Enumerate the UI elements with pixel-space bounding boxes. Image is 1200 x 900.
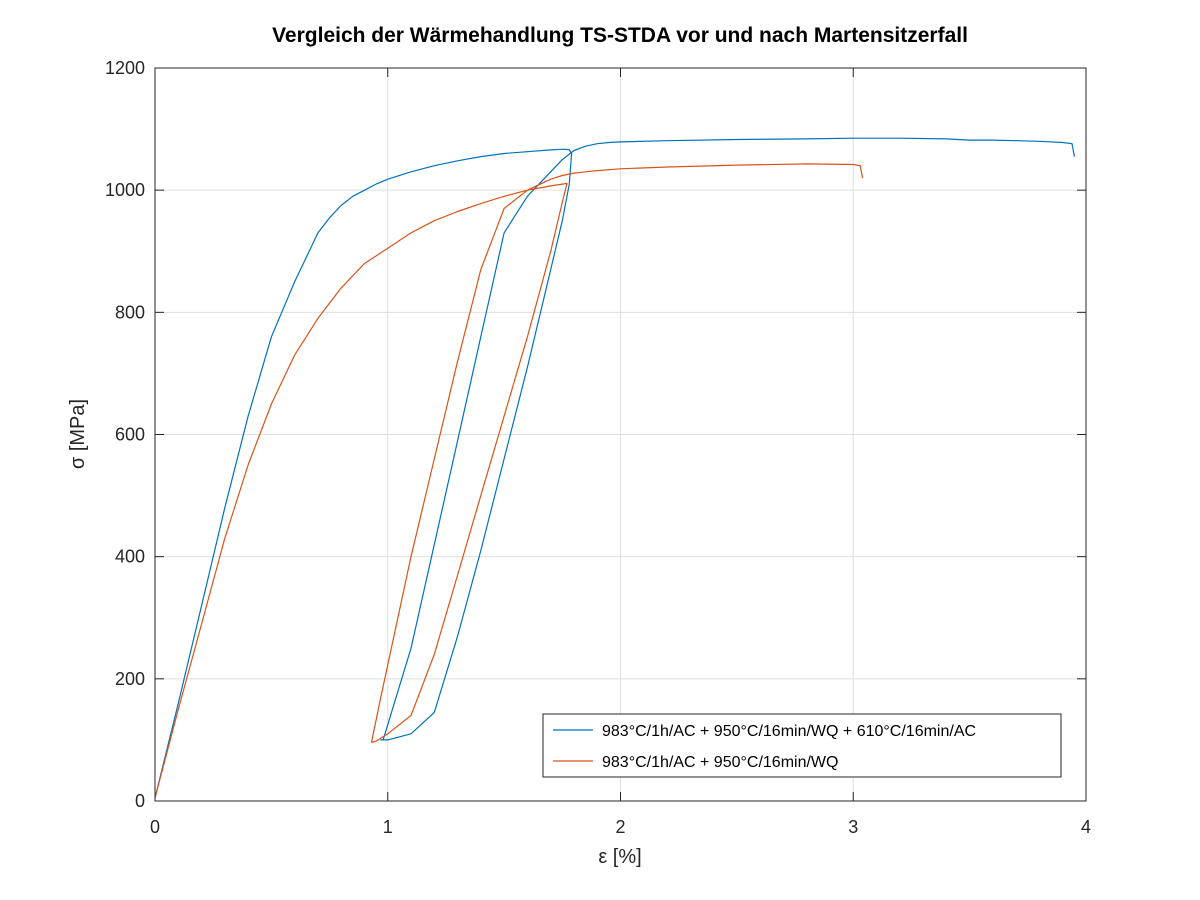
legend-entry-label: 983°C/1h/AC + 950°C/16min/WQ + 610°C/16m… <box>602 723 976 740</box>
series-line-1 <box>154 137 1075 799</box>
y-tick-label: 200 <box>115 669 145 689</box>
y-tick-label: 800 <box>115 302 145 322</box>
x-tick-label: 3 <box>848 817 858 837</box>
legend: 983°C/1h/AC + 950°C/16min/WQ + 610°C/16m… <box>542 713 1062 778</box>
chart-title: Vergleich der Wärmehandlung TS-STDA vor … <box>272 24 968 47</box>
legend-entry-label: 983°C/1h/AC + 950°C/16min/WQ <box>602 754 838 771</box>
axis-ticks: 0 1 2 3 4 0 200 400 600 800 1000 1200 <box>105 58 1091 837</box>
x-tick-label: 4 <box>1081 817 1091 837</box>
x-tick-label: 1 <box>383 817 393 837</box>
series-line-2 <box>154 163 864 799</box>
y-tick-label: 600 <box>115 425 145 445</box>
grid <box>155 68 1086 801</box>
x-tick-label: 2 <box>615 817 625 837</box>
y-tick-label: 0 <box>135 791 145 811</box>
x-axis-label: ε [%] <box>598 846 641 868</box>
y-tick-label: 1200 <box>105 58 145 78</box>
legend-box <box>542 713 1062 778</box>
y-tick-label: 400 <box>115 547 145 567</box>
y-axis-label: σ [MPa] <box>67 399 89 469</box>
series-lines <box>154 137 1075 799</box>
y-tick-label: 1000 <box>105 180 145 200</box>
x-tick-label: 0 <box>150 817 160 837</box>
